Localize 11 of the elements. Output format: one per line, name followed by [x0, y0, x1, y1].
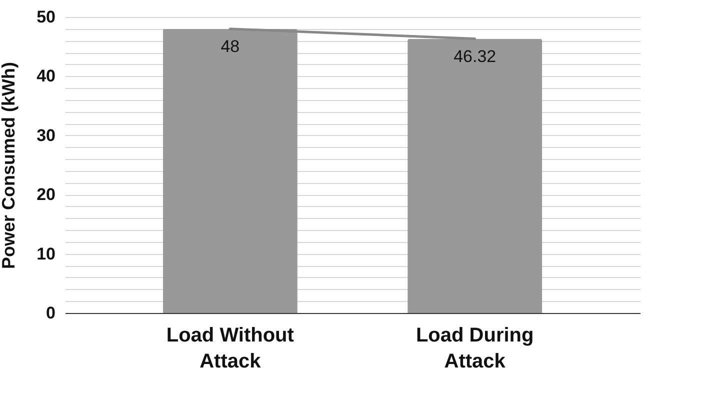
y-tick-label: 40: [36, 66, 56, 86]
y-tick-label: 20: [36, 185, 56, 204]
y-axis-title: Power Consumed (kWh): [0, 62, 19, 270]
y-tick-label: 50: [36, 8, 56, 26]
data-label: 46.32: [454, 46, 496, 66]
data-label: 48: [220, 36, 240, 56]
y-tick-label: 10: [36, 244, 56, 264]
x-tick-label: Load During Attack: [416, 324, 534, 372]
x-tick-label: Load Without Attack: [166, 324, 294, 372]
y-tick-label: 0: [46, 304, 56, 322]
y-tick-label: 30: [36, 126, 56, 145]
